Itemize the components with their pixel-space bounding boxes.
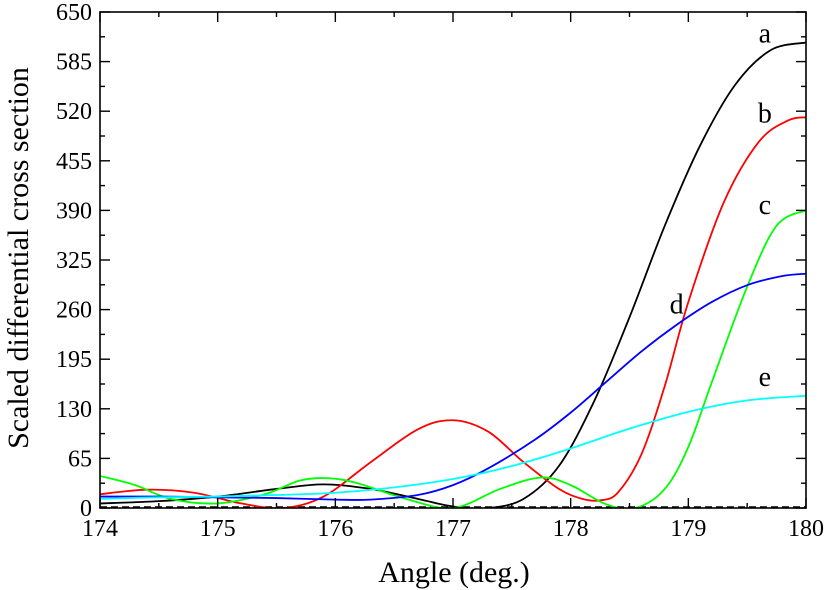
- curve-label-d: d: [670, 289, 684, 320]
- series-line-c: [100, 209, 806, 508]
- x-tick-label: 180: [788, 516, 824, 542]
- y-axis-title: Scaled differential cross section: [2, 67, 35, 449]
- y-tick-label: 195: [56, 347, 92, 373]
- x-tick-label: 176: [317, 516, 353, 542]
- y-tick-label: 260: [56, 298, 92, 324]
- x-tick-label: 177: [435, 516, 471, 542]
- plot-frame: [99, 11, 807, 509]
- y-tick-label: 65: [68, 446, 92, 472]
- x-tick-label: 178: [553, 516, 589, 542]
- series-line-e: [100, 394, 806, 500]
- series-line-d: [100, 272, 806, 501]
- curve-label-e: e: [759, 362, 771, 393]
- y-tick-label: 520: [56, 99, 92, 125]
- x-tick-label: 175: [200, 516, 236, 542]
- curve-label-c: c: [759, 190, 771, 221]
- x-tick-label: 179: [670, 516, 706, 542]
- y-tick-label: 0: [80, 496, 92, 522]
- series-line-b: [100, 116, 806, 508]
- y-tick-label: 390: [56, 198, 92, 224]
- y-tick-label: 130: [56, 397, 92, 423]
- y-tick-label: 455: [56, 149, 92, 175]
- y-tick-label: 585: [56, 50, 92, 76]
- curve-label-b: b: [758, 99, 772, 130]
- x-tick-label: 174: [82, 516, 118, 542]
- series-line-a: [100, 41, 806, 508]
- x-axis-title: Angle (deg.): [378, 556, 530, 589]
- y-tick-label: 325: [56, 248, 92, 274]
- y-tick-label: 650: [56, 0, 92, 26]
- curve-label-a: a: [759, 19, 772, 50]
